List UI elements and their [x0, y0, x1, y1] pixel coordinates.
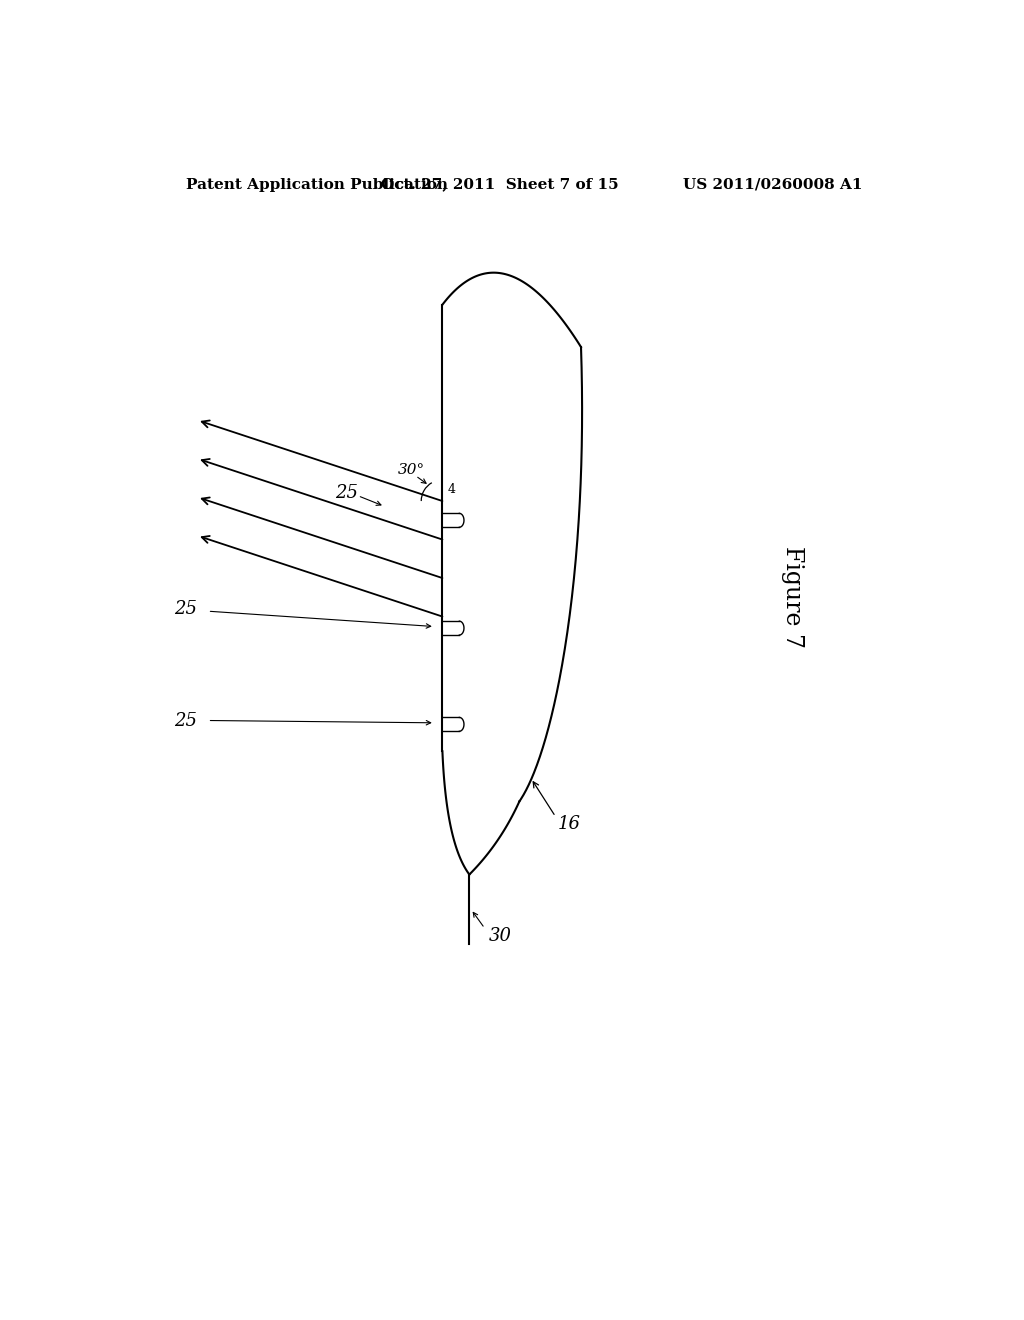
Text: Oct. 27, 2011  Sheet 7 of 15: Oct. 27, 2011 Sheet 7 of 15	[381, 178, 618, 191]
Text: 25: 25	[335, 484, 357, 503]
Text: 16: 16	[558, 816, 581, 833]
Text: 25: 25	[174, 711, 198, 730]
Text: US 2011/0260008 A1: US 2011/0260008 A1	[683, 178, 862, 191]
Text: Figure 7: Figure 7	[781, 546, 804, 648]
Text: 4: 4	[447, 483, 456, 496]
Text: 25: 25	[174, 599, 198, 618]
Text: 30: 30	[488, 927, 512, 945]
Text: Patent Application Publication: Patent Application Publication	[186, 178, 449, 191]
Text: 30°: 30°	[398, 463, 425, 478]
